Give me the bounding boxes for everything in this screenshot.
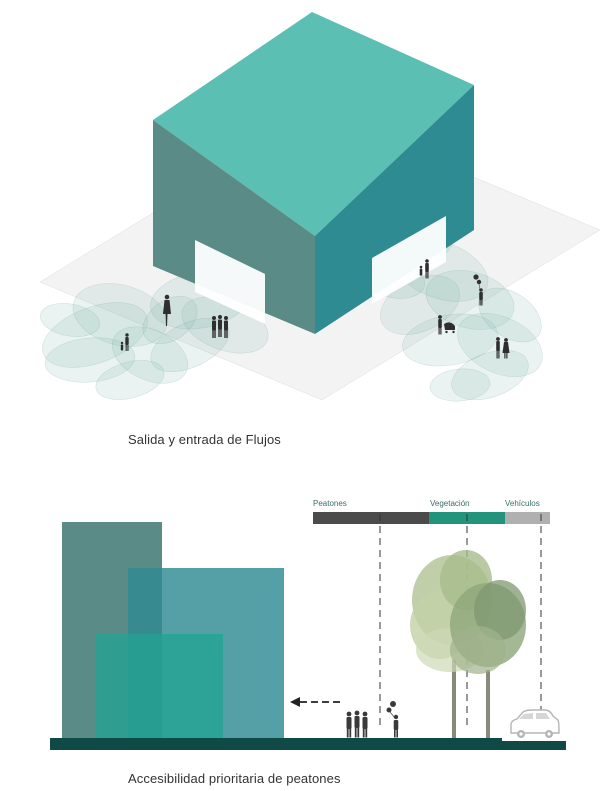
pedestrian-left-2 (120, 333, 129, 351)
pedestrian-priority-arrow (290, 697, 340, 707)
building-left-wall (153, 120, 315, 334)
isometric-building (153, 12, 474, 334)
legend-bar (313, 512, 550, 524)
building-right-wall (315, 85, 474, 334)
pedestrian-right-stroller (438, 315, 455, 335)
pedestrian-left-1 (163, 294, 171, 326)
pedestrian-right-1 (419, 259, 429, 279)
left-entrance-opening (195, 240, 265, 324)
right-entrance-opening (372, 216, 446, 304)
pedestrian-left-group (212, 315, 228, 338)
section-ground (50, 738, 566, 750)
car-icon (510, 709, 560, 738)
isometric-pedestrians (120, 259, 510, 359)
tree-right (450, 580, 526, 738)
building-roof (153, 12, 474, 236)
volume-front-low (95, 634, 223, 738)
legend-label-vegetacion: Vegetación (430, 499, 470, 508)
section-building-volumes (62, 522, 284, 738)
legend-swatch-vehiculos (505, 512, 550, 524)
caption-flows: Salida y entrada de Flujos (128, 432, 281, 447)
flow-cloud-left (40, 255, 273, 400)
pedestrian-right-couple (496, 337, 510, 359)
section-pedestrian-balloon (386, 701, 399, 738)
legend-label-peatones: Peatones (313, 499, 347, 508)
caption-accessibility: Accesibilidad prioritaria de peatones (128, 771, 341, 786)
pedestrian-right-balloon (473, 274, 483, 306)
section-pedestrians (346, 701, 399, 738)
legend-label-vehiculos: Vehículos (505, 499, 540, 508)
legend-swatch-peatones (313, 512, 429, 524)
section-pedestrian-group (346, 710, 368, 738)
